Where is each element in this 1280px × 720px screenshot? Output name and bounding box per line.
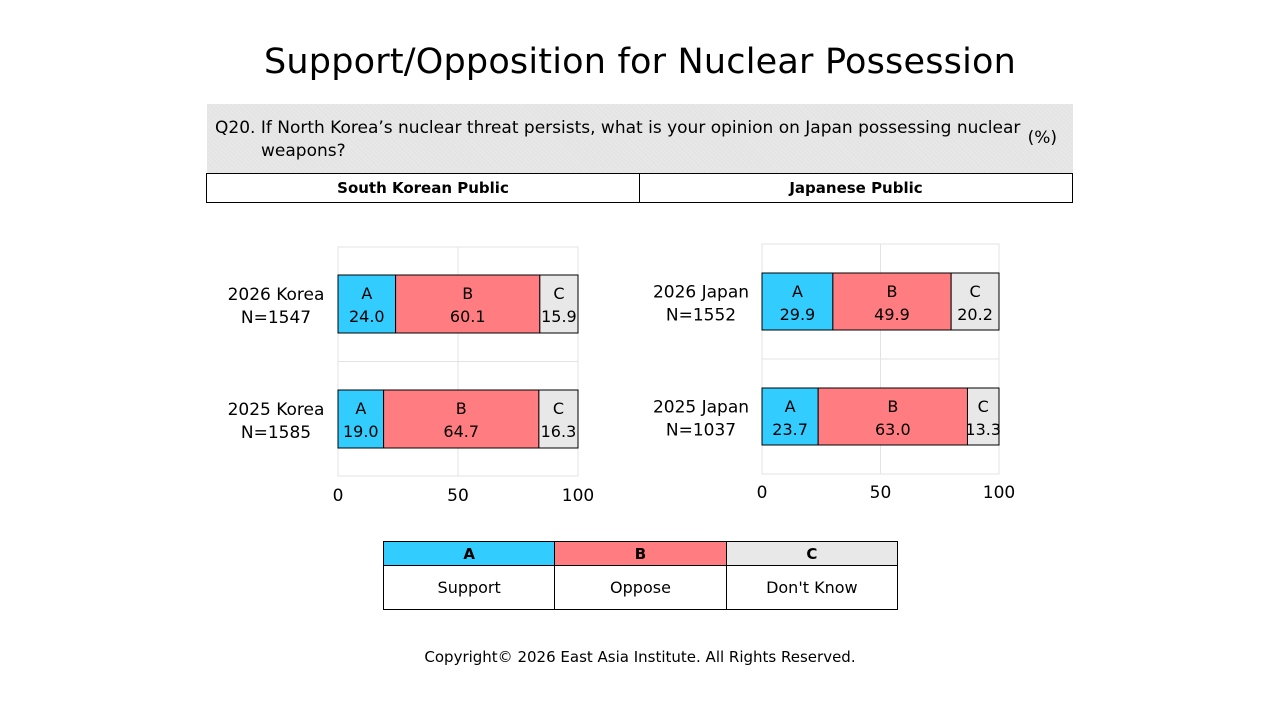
panel-header-japan: Japanese Public bbox=[639, 174, 1072, 202]
japan-tick-label-0: 0 bbox=[757, 483, 768, 503]
korea-tick-label-0: 0 bbox=[333, 486, 344, 506]
japan-bar-code-c-1: C bbox=[978, 397, 989, 416]
korea-bar-c-0 bbox=[539, 274, 579, 334]
japan-data-label-a-0: 29.9 bbox=[780, 305, 816, 324]
japan-data-label-c-0: 20.2 bbox=[957, 305, 993, 324]
legend-label-dont-know: Don't Know bbox=[725, 565, 899, 610]
korea-row-n-1: N=1585 bbox=[241, 423, 311, 443]
korea-bar-code-a-1: A bbox=[355, 399, 366, 418]
japan-data-label-b-1: 63.0 bbox=[875, 420, 911, 439]
japan-bar-code-b-1: B bbox=[887, 397, 898, 416]
copyright-notice: Copyright© 2026 East Asia Institute. All… bbox=[424, 648, 856, 666]
question-box: Q20. If North Korea’s nuclear threat per… bbox=[207, 104, 1073, 173]
korea-row-label-0: 2026 Korea bbox=[228, 285, 325, 305]
korea-data-label-c-0: 15.9 bbox=[541, 307, 577, 326]
question-text: Q20. If North Korea’s nuclear threat per… bbox=[215, 118, 1021, 161]
korea-bar-c-1 bbox=[538, 389, 579, 449]
japan-row-n-0: N=1552 bbox=[666, 306, 736, 326]
japan-bar-code-c-0: C bbox=[969, 282, 980, 301]
panel-headers: South Korean Public Japanese Public bbox=[206, 173, 1073, 203]
japan-row-n-1: N=1037 bbox=[666, 421, 736, 441]
japan-row-label-0: 2026 Japan bbox=[653, 283, 749, 303]
legend-code-a: A bbox=[382, 541, 556, 566]
japan-bar-code-a-0: A bbox=[792, 282, 803, 301]
japan-bar-b-0 bbox=[832, 272, 952, 331]
korea-bar-b-1 bbox=[383, 389, 540, 449]
japan-tick-label-50: 50 bbox=[870, 483, 892, 503]
korea-row-label-1: 2025 Korea bbox=[228, 400, 325, 420]
japan-data-label-a-1: 23.7 bbox=[772, 420, 808, 439]
korea-bar-code-b-0: B bbox=[462, 284, 473, 303]
japan-bar-code-b-0: B bbox=[887, 282, 898, 301]
japan-bar-c-1 bbox=[966, 387, 1000, 446]
korea-tick-label-50: 50 bbox=[447, 486, 469, 506]
unit-label: (%) bbox=[1027, 128, 1057, 148]
korea-data-label-a-1: 19.0 bbox=[343, 422, 379, 441]
korea-tick-label-100: 100 bbox=[562, 486, 594, 506]
legend-code-c: C bbox=[725, 541, 899, 566]
panel-header-korea: South Korean Public bbox=[337, 179, 509, 197]
japan-data-label-c-1: 13.3 bbox=[965, 420, 1001, 439]
japan-bar-a-1 bbox=[761, 387, 819, 446]
korea-bar-code-c-0: C bbox=[553, 284, 564, 303]
japan-bar-code-a-1: A bbox=[785, 397, 796, 416]
page-title: Support/Opposition for Nuclear Possessio… bbox=[263, 42, 1017, 82]
korea-bar-a-0 bbox=[337, 274, 397, 334]
korea-data-label-a-0: 24.0 bbox=[349, 307, 385, 326]
korea-bar-code-b-1: B bbox=[456, 399, 467, 418]
korea-row-n-0: N=1547 bbox=[241, 308, 311, 328]
korea-data-label-c-1: 16.3 bbox=[541, 422, 577, 441]
legend-label-oppose: Oppose bbox=[554, 565, 727, 610]
japan-row-label-1: 2025 Japan bbox=[653, 398, 749, 418]
korea-data-label-b-1: 64.7 bbox=[443, 422, 479, 441]
legend-code-b: B bbox=[554, 541, 727, 566]
japan-data-label-b-0: 49.9 bbox=[874, 305, 910, 324]
legend-label-support: Support bbox=[382, 565, 556, 610]
japan-bar-c-0 bbox=[950, 272, 1000, 331]
legend-table: A B C Support Oppose Don't Know bbox=[382, 541, 899, 610]
korea-bar-code-a-0: A bbox=[361, 284, 372, 303]
korea-bar-code-c-1: C bbox=[553, 399, 564, 418]
korea-bar-b-0 bbox=[395, 274, 541, 334]
korea-data-label-b-0: 60.1 bbox=[450, 307, 486, 326]
japan-bar-b-1 bbox=[817, 387, 968, 446]
japan-tick-label-100: 100 bbox=[983, 483, 1015, 503]
japan-bar-a-0 bbox=[761, 272, 834, 331]
